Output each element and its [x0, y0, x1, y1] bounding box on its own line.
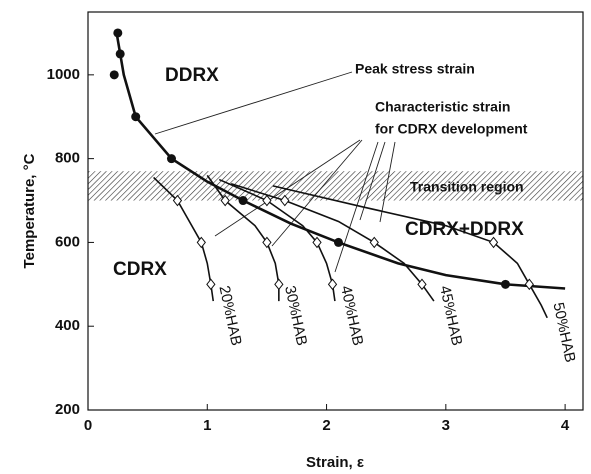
y-tick-label: 600: [55, 233, 80, 250]
x-tick-label: 3: [442, 417, 450, 434]
point: [327, 278, 338, 291]
point: [262, 236, 272, 249]
y-axis-label: Temperature, °C: [21, 153, 38, 268]
x-tick-label: 0: [84, 417, 92, 434]
point: [417, 278, 427, 291]
point: [172, 194, 183, 207]
point: [280, 194, 290, 207]
y-tick-label: 800: [55, 150, 80, 167]
region-label: CDRX: [113, 259, 167, 280]
curve: [115, 32, 566, 290]
plot-frame: [87, 11, 584, 411]
transition-band: [88, 171, 583, 201]
annotation: Peak stress strain: [355, 61, 475, 77]
point: [369, 236, 379, 249]
y-tick-label: 200: [55, 401, 80, 418]
x-tick-label: 2: [322, 417, 330, 434]
point: [524, 278, 534, 291]
point: [109, 70, 119, 80]
y-tick-label: 1000: [47, 66, 80, 83]
y-tick-label: 400: [55, 317, 80, 334]
x-tick-label: 4: [561, 417, 570, 434]
point: [312, 236, 322, 249]
annotation: for CDRX development: [375, 121, 528, 137]
curve: [272, 185, 548, 319]
region-label: DDRX: [165, 65, 219, 86]
curve-label: 30%HAB: [281, 284, 310, 347]
region-label: CDRX+DDRX: [405, 219, 524, 240]
point: [196, 236, 206, 249]
point: [220, 194, 230, 207]
curve-label: 40%HAB: [337, 284, 366, 347]
curve-label: 20%HAB: [215, 284, 244, 347]
arrows: [154, 71, 396, 273]
x-axis-label: Strain, ε: [306, 454, 364, 471]
point: [274, 278, 284, 291]
x-tick-label: 1: [203, 417, 211, 434]
annotation: Transition region: [410, 179, 524, 195]
point: [206, 278, 216, 291]
point: [488, 236, 499, 249]
curve-label: 50%HAB: [549, 301, 578, 364]
point: [262, 194, 272, 207]
curve-label: 45%HAB: [436, 284, 465, 347]
annotation: Characteristic strain: [375, 99, 510, 115]
